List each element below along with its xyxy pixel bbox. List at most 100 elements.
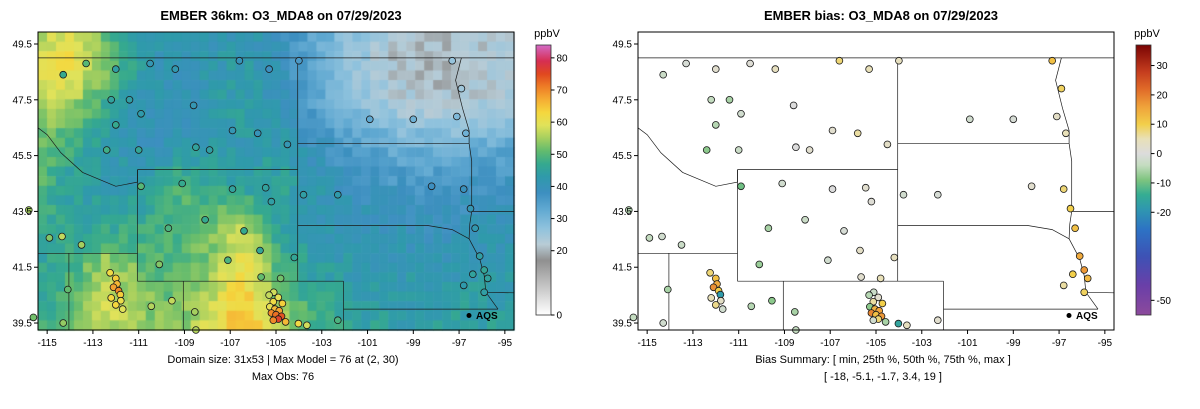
station-point	[659, 70, 667, 79]
plot-border	[37, 31, 515, 331]
station-point	[178, 179, 187, 188]
x-tick-label: -105	[866, 338, 886, 349]
station-point	[707, 294, 715, 302]
station-point	[828, 126, 837, 135]
station-point	[278, 299, 287, 308]
station-point	[664, 285, 672, 294]
plot-border	[637, 31, 1115, 331]
y-tick-label: 43.5	[613, 207, 633, 218]
station-point	[427, 182, 436, 191]
state-border-line	[297, 225, 470, 240]
station-point	[106, 268, 114, 277]
station-point	[228, 185, 237, 193]
station-point	[235, 56, 244, 65]
station-point	[1059, 185, 1068, 193]
station-point	[205, 146, 214, 154]
station-point	[146, 59, 154, 68]
station-point	[269, 316, 278, 325]
colorbar-tick-label: 0	[1157, 149, 1163, 160]
station-point	[137, 182, 145, 191]
station-point	[267, 197, 276, 206]
station-point	[45, 234, 54, 242]
station-point	[933, 190, 942, 199]
station-point	[1062, 129, 1070, 138]
station-point	[789, 101, 798, 110]
station-point	[265, 65, 273, 73]
colorbar-tick-label: 10	[1157, 120, 1169, 131]
station-point	[459, 185, 468, 193]
x-tick-label: -99	[406, 338, 421, 349]
station-point	[725, 96, 734, 104]
station-point	[276, 274, 285, 283]
colorbar-tick-label: 80	[557, 53, 569, 64]
model-colorbar-units: ppbV	[534, 28, 560, 40]
station-point	[109, 283, 118, 292]
station-point	[881, 318, 890, 326]
y-tick-label: 49.5	[13, 39, 33, 50]
station-point	[712, 301, 720, 309]
station-point	[201, 216, 209, 224]
station-point	[29, 313, 38, 322]
station-point	[303, 321, 311, 330]
station-point	[1075, 252, 1084, 260]
station-point	[283, 140, 292, 149]
station-point	[707, 96, 715, 104]
x-tick-label: -115	[638, 338, 658, 349]
station-point	[824, 256, 832, 265]
station-point	[480, 266, 489, 274]
station-point	[147, 302, 156, 311]
station-point	[77, 241, 86, 249]
station-point	[257, 273, 265, 281]
y-tick-label: 49.5	[613, 39, 633, 50]
station-point	[107, 294, 115, 302]
station-point	[452, 112, 461, 121]
station-point	[768, 296, 776, 305]
y-tick-label: 47.5	[13, 95, 33, 106]
station-point	[890, 253, 899, 262]
state-border-line	[1068, 238, 1099, 310]
station-point	[102, 146, 111, 154]
station-point	[192, 143, 200, 152]
colorbar-tick-label: -20	[1157, 208, 1172, 219]
station-point	[712, 65, 720, 73]
station-point	[1048, 56, 1057, 65]
colorbar	[535, 44, 552, 316]
station-point	[107, 96, 115, 104]
station-points	[624, 56, 1092, 334]
y-tick-label: 47.5	[613, 95, 633, 106]
station-point	[118, 305, 127, 313]
station-point	[462, 129, 470, 138]
bias-plot-layer: -115 -113 -111 -109 -107 -105 -103 -101 -99 -97 -9…	[613, 31, 1172, 349]
aqs-legend-dot	[1066, 313, 1072, 318]
x-tick-label: -113	[683, 338, 703, 349]
station-point	[835, 56, 844, 65]
station-point	[865, 65, 873, 73]
x-tick-label: -101	[958, 338, 978, 349]
station-point	[899, 190, 908, 199]
station-point	[712, 121, 720, 129]
model-caption-maxobs: Max Obs: 76	[252, 371, 314, 383]
station-point	[24, 206, 33, 214]
station-point	[801, 216, 809, 224]
station-point	[459, 281, 468, 290]
station-point	[1057, 84, 1066, 93]
state-border-line	[1068, 143, 1073, 239]
y-tick-label: 43.5	[13, 207, 33, 218]
station-point	[228, 126, 237, 135]
state-border-line	[468, 238, 499, 310]
station-point	[333, 316, 342, 325]
station-point	[867, 197, 876, 206]
bias-map-panel: -115 -113 -111 -109 -107 -105 -103 -101 -99 -97 -9…	[600, 0, 1200, 409]
station-point	[191, 308, 199, 316]
x-tick-label: -95	[498, 338, 513, 349]
station-point	[853, 129, 862, 138]
station-point	[480, 288, 489, 297]
station-point	[112, 301, 120, 309]
station-point	[365, 115, 374, 124]
station-point	[475, 252, 484, 260]
colorbar-tick-label: 60	[557, 118, 569, 129]
station-point	[645, 234, 654, 242]
station-point	[59, 319, 67, 327]
station-point	[1027, 182, 1036, 191]
